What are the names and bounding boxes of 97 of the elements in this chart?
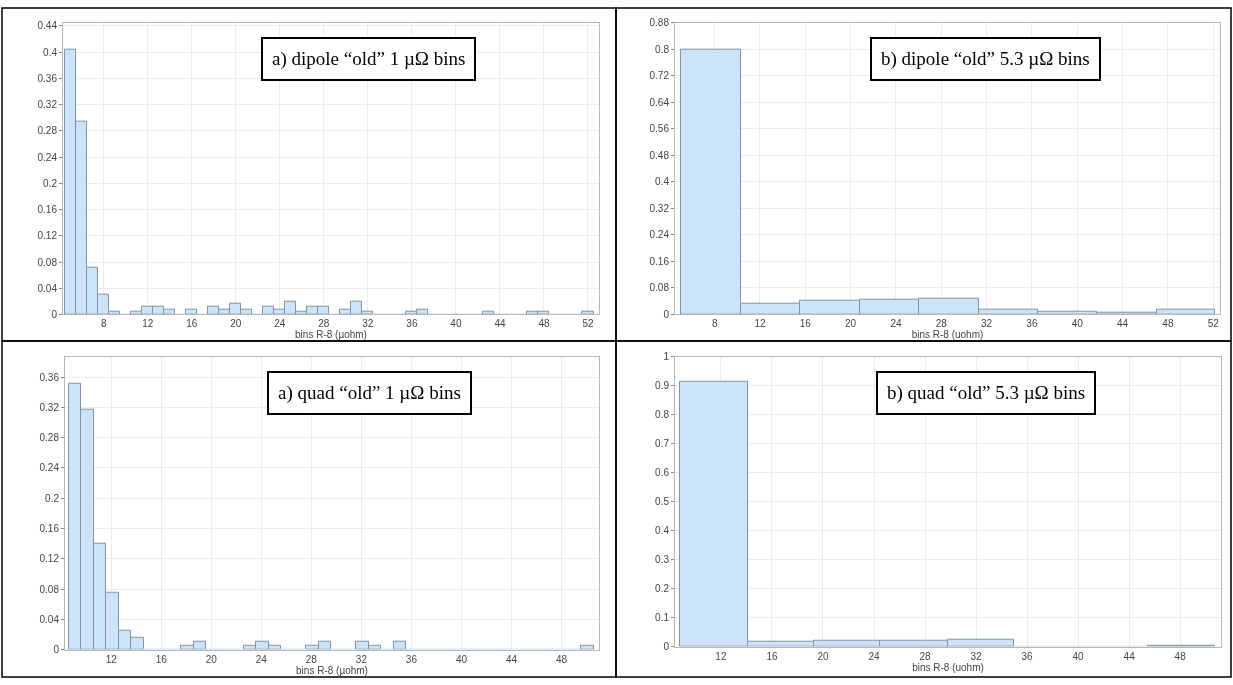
y-tick-label: 0.2 [655, 583, 670, 595]
x-tick-label: 32 [355, 653, 368, 665]
y-tick-label: 0.36 [39, 371, 60, 383]
x-tick-label: 52 [1207, 318, 1220, 330]
x-tick-label: 44 [494, 318, 506, 330]
x-axis-title: bins R-8 (uohm) [912, 661, 984, 673]
x-tick-label: 24 [274, 318, 286, 330]
y-tick-label: 0.08 [37, 256, 58, 268]
y-tick-label: 0.32 [39, 401, 60, 413]
x-tick-label: 28 [305, 653, 318, 665]
x-tick-label: 12 [715, 650, 727, 662]
y-tick-label: 0.16 [39, 522, 60, 534]
x-tick-label: 44 [1117, 318, 1129, 330]
y-tick-label: 0.28 [39, 432, 60, 444]
y-tick-label: 0.04 [37, 282, 58, 294]
y-tick-label: 0.7 [655, 438, 670, 450]
x-axis-title: bins R-8 (µohm) [296, 664, 368, 676]
x-tick-label: 16 [186, 318, 198, 330]
y-tick-label: 0.2 [45, 492, 60, 504]
x-tick-label: 24 [868, 650, 881, 662]
x-tick-label: 16 [799, 318, 812, 330]
y-tick-label: 0 [53, 644, 60, 656]
x-tick-label: 16 [766, 650, 778, 662]
y-tick-label: 0.8 [655, 409, 670, 421]
y-tick-label: 0.48 [649, 149, 670, 161]
y-tick-label: 0.44 [37, 20, 58, 32]
y-tick-label: 0.32 [37, 99, 58, 111]
x-tick-label: 8 [100, 318, 107, 330]
x-tick-label: 36 [1021, 650, 1034, 662]
y-tick-label: 0.12 [37, 230, 58, 242]
x-tick-label: 24 [255, 653, 268, 665]
annotation: a) dipole “old” 1 µΩ bins [272, 48, 466, 70]
x-tick-label: 32 [362, 318, 374, 330]
x-tick-label: 48 [1162, 318, 1174, 330]
y-tick-label: 0.6 [655, 467, 670, 479]
x-tick-label: 48 [555, 653, 568, 665]
x-tick-label: 20 [817, 650, 829, 662]
y-tick-label: 0.24 [649, 229, 670, 241]
y-tick-label: 0.5 [655, 496, 670, 508]
y-tick-label: 0.3 [655, 554, 670, 566]
x-tick-label: 20 [230, 318, 242, 330]
x-tick-label: 32 [970, 650, 983, 662]
y-tick-label: 0.04 [39, 613, 60, 625]
x-axis-title: bins R-8 (uohm) [911, 329, 984, 341]
y-tick-label: 0.16 [37, 204, 58, 216]
x-axis-title: bins R-8 (µohm) [295, 329, 367, 341]
x-tick-label: 28 [318, 318, 330, 330]
x-tick-label: 12 [754, 318, 766, 330]
x-tick-label: 36 [405, 653, 418, 665]
y-tick-label: 0.8 [655, 43, 670, 55]
y-tick-label: 0.9 [655, 380, 670, 392]
annotation: b) quad “old” 5.3 µΩ bins [887, 382, 1086, 404]
y-tick-label: 0.16 [649, 255, 670, 267]
y-tick-label: 0.4 [655, 176, 670, 188]
y-tick-label: 0.2 [43, 177, 58, 189]
x-tick-label: 16 [155, 653, 168, 665]
x-tick-label: 8 [711, 318, 718, 330]
y-tick-label: 0.56 [649, 123, 670, 135]
y-tick-label: 0.08 [39, 583, 60, 595]
x-tick-label: 12 [142, 318, 154, 330]
y-tick-label: 0 [663, 309, 670, 320]
x-tick-label: 44 [505, 653, 518, 665]
y-tick-label: 0.28 [37, 125, 58, 137]
annotation: b) dipole “old” 5.3 µΩ bins [881, 48, 1090, 70]
x-tick-label: 48 [538, 318, 550, 330]
y-tick-label: 0.72 [649, 70, 670, 82]
y-tick-label: 0.12 [39, 553, 60, 565]
x-tick-label: 28 [935, 318, 948, 330]
y-tick-label: 1 [663, 351, 670, 363]
x-tick-label: 52 [582, 318, 594, 330]
y-tick-label: 0.1 [655, 612, 670, 624]
x-tick-label: 28 [919, 650, 932, 662]
x-tick-label: 48 [1174, 650, 1187, 662]
annotation: a) quad “old” 1 µΩ bins [278, 382, 461, 404]
x-tick-label: 24 [890, 318, 902, 330]
x-tick-label: 20 [845, 318, 857, 330]
y-tick-label: 0.36 [37, 72, 58, 84]
y-tick-label: 0.4 [43, 46, 58, 58]
x-tick-label: 12 [105, 653, 118, 665]
x-tick-label: 40 [450, 318, 462, 330]
x-tick-label: 40 [455, 653, 468, 665]
x-tick-label: 20 [205, 653, 218, 665]
y-tick-label: 0.4 [655, 525, 670, 537]
x-tick-label: 40 [1071, 318, 1084, 330]
x-tick-label: 32 [981, 318, 993, 330]
x-tick-label: 40 [1072, 650, 1085, 662]
y-tick-label: 0.88 [649, 17, 670, 29]
x-tick-label: 44 [1123, 650, 1136, 662]
y-tick-label: 0.64 [649, 96, 670, 108]
y-tick-label: 0.32 [649, 202, 670, 214]
y-tick-label: 0.08 [649, 282, 670, 294]
y-tick-label: 0.24 [39, 462, 60, 474]
x-tick-label: 36 [1026, 318, 1038, 330]
y-tick-label: 0 [51, 309, 58, 320]
y-tick-label: 0.24 [37, 151, 58, 163]
y-tick-label: 0 [663, 641, 670, 653]
x-tick-label: 36 [406, 318, 418, 330]
